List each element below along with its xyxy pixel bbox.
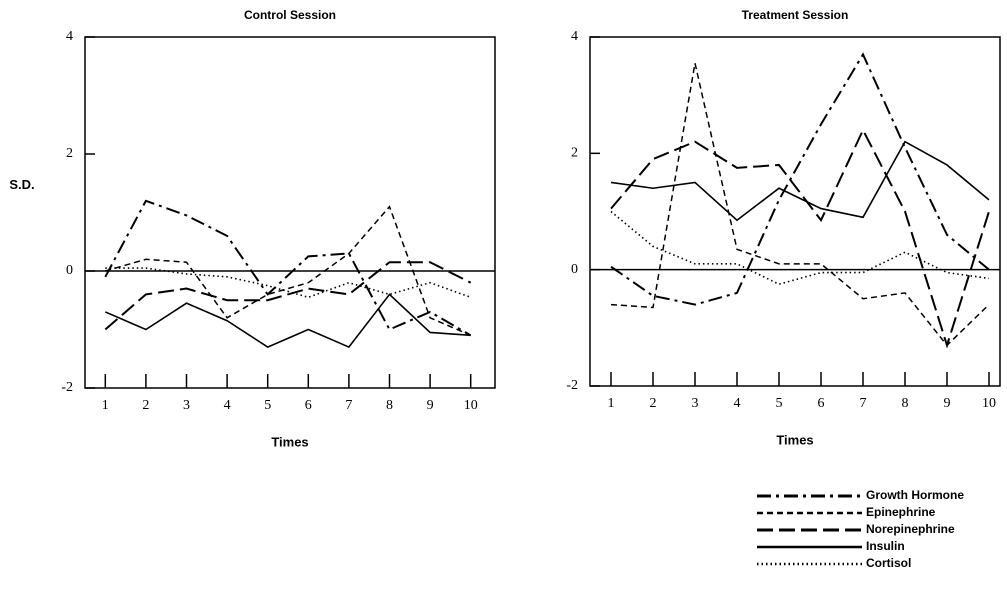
x-tick-label: 7 bbox=[860, 396, 867, 411]
x-tick-label: 9 bbox=[427, 398, 434, 413]
y-tick-label: 4 bbox=[66, 29, 73, 44]
x-tick-label: 3 bbox=[183, 398, 190, 413]
x-tick-label: 1 bbox=[102, 398, 109, 413]
x-tick-label: 8 bbox=[902, 396, 909, 411]
series-line bbox=[104, 261, 472, 331]
y-tick-label: 2 bbox=[66, 146, 73, 161]
series-line bbox=[610, 140, 990, 222]
y-tick-label: 4 bbox=[571, 29, 578, 44]
legend-label: Norepinephrine bbox=[866, 522, 955, 536]
y-axis-label: S.D. bbox=[9, 177, 34, 192]
x-tick-label: 2 bbox=[650, 396, 657, 411]
y-tick-label: -2 bbox=[61, 380, 73, 395]
x-axis-label: Times bbox=[776, 432, 813, 447]
x-tick-label: 4 bbox=[734, 396, 741, 411]
x-tick-label: 1 bbox=[608, 396, 615, 411]
x-tick-label: 7 bbox=[345, 398, 352, 413]
x-tick-label: 10 bbox=[464, 398, 478, 413]
legend-label: Growth Hormone bbox=[866, 488, 964, 502]
legend-label: Cortisol bbox=[866, 556, 911, 570]
chart-title: Treatment Session bbox=[742, 8, 849, 22]
plot-frame bbox=[84, 36, 496, 389]
x-tick-label: 3 bbox=[692, 396, 699, 411]
legend-label: Insulin bbox=[866, 539, 905, 553]
series-line bbox=[104, 199, 472, 337]
series-line bbox=[105, 267, 471, 299]
y-tick-label: 0 bbox=[66, 263, 73, 278]
series-line bbox=[610, 52, 990, 306]
series-line bbox=[104, 293, 471, 349]
y-tick-label: -2 bbox=[566, 378, 578, 393]
x-tick-label: 2 bbox=[142, 398, 149, 413]
x-tick-label: 5 bbox=[264, 398, 271, 413]
x-tick-label: 9 bbox=[944, 396, 951, 411]
x-axis-label: Times bbox=[271, 434, 308, 449]
y-tick-label: 0 bbox=[571, 262, 578, 277]
legend-label: Epinephrine bbox=[866, 505, 936, 519]
x-tick-label: 10 bbox=[982, 396, 996, 411]
x-tick-label: 5 bbox=[776, 396, 783, 411]
y-tick-label: 2 bbox=[571, 146, 578, 161]
plot-frame bbox=[589, 36, 1001, 387]
series-line bbox=[610, 210, 990, 286]
series-line bbox=[610, 127, 990, 349]
x-tick-label: 6 bbox=[818, 396, 825, 411]
x-tick-label: 6 bbox=[305, 398, 312, 413]
x-tick-label: 8 bbox=[386, 398, 393, 413]
chart-title: Control Session bbox=[244, 8, 336, 22]
x-tick-label: 4 bbox=[224, 398, 231, 413]
